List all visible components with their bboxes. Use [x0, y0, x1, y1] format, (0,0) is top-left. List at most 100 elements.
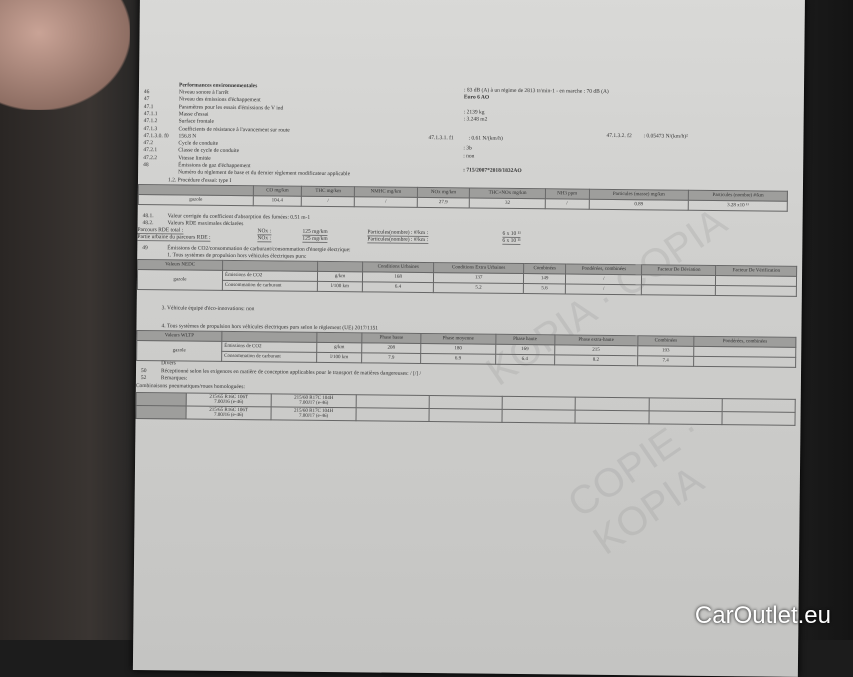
header-cell: THC mg/km: [301, 186, 355, 197]
type1-table: CO mg/km THC mg/km NMHC mg/km NOx mg/km THC+…: [138, 184, 788, 212]
cell: 3.28 x10 ¹¹: [688, 200, 788, 212]
misc-number: 52: [140, 375, 147, 382]
header-cell: Combinées: [523, 263, 566, 274]
rde-nox-val: 125 mg/km: [302, 235, 328, 243]
line-value: : 3b: [463, 145, 472, 152]
cell: 6.4: [495, 354, 555, 365]
unit-cell: l/100 km: [316, 352, 362, 363]
hand: [0, 0, 130, 110]
rde-label: Partie urbaine du parcours RDE :: [137, 233, 211, 242]
line-number: 47.1.1: [143, 110, 158, 118]
misc-number: 50: [140, 367, 147, 374]
misc-text: Combinaisons pneumatiques/roues homologu…: [135, 382, 245, 390]
line-label: Surface frontale: [178, 118, 214, 125]
cell: [715, 285, 797, 297]
line-label: Numéro du règlement de base et du dernie…: [178, 169, 351, 178]
line-number: 47.1.3: [143, 125, 158, 132]
line-label: Coefficients de résistance à l'avancemen…: [178, 125, 290, 134]
unit-cell: g/km: [317, 271, 363, 282]
line-number: 47: [143, 96, 150, 103]
line-label: 156.8 N: [178, 133, 197, 140]
unit-cell: l/100 km: [317, 281, 363, 292]
cell: 7.4: [637, 355, 694, 367]
header-cell: NMHC mg/km: [354, 186, 418, 198]
row-label: Consommation de carburant: [221, 351, 317, 363]
rde-part-val: 6 x 10 ¹¹: [502, 237, 521, 246]
line-number: 46: [143, 89, 150, 96]
nedc-table: Valeurs NEDC Conditions Urbaines Condition…: [137, 259, 797, 297]
line-number: 48: [143, 162, 149, 169]
unit-cell: g/km: [316, 342, 362, 353]
line-value: : 2139 kg: [463, 109, 485, 116]
header-cell: NH3 ppm: [545, 188, 589, 200]
cell: /: [565, 283, 642, 295]
cell: 104.4: [253, 195, 302, 207]
cell: /: [354, 196, 417, 208]
line-label: Vitesse limitée: [178, 155, 211, 162]
cell: 169: [495, 344, 555, 355]
line-number: 47.2.2: [143, 154, 158, 161]
fuel-cell: gazole: [137, 269, 223, 291]
f2-value: : 0.05473 N/(km/h)²: [643, 133, 688, 140]
line-label: Masse d'essai: [178, 111, 209, 118]
line-number: 47.1.3.0. f0: [143, 132, 169, 140]
line-label: Cycle de conduite: [178, 140, 219, 147]
watermark: COPIE · KOPIA: [560, 405, 712, 564]
line-label: Classe de cycle de conduite: [178, 147, 240, 155]
cell: 208: [361, 342, 421, 354]
line-label: Niveau des émissions d'échappement: [178, 96, 261, 104]
line-label: Émissions de gaz d'échappement: [178, 162, 251, 170]
f2-label: 47.1.3.2. f2: [606, 132, 632, 140]
tyre-a-rim: 7.00J16 (e-46): [213, 412, 244, 419]
misc-text: Réceptionné selon les exigences en matiè…: [160, 367, 422, 377]
document-page: KOPIA · COPIA COPIE · KOPIA Performances…: [132, 0, 805, 677]
line-value: : 3.248 m2: [463, 116, 488, 123]
cell: 0.89: [588, 199, 689, 211]
cell: 5.2: [433, 282, 524, 294]
wltp-table: Valeurs WLTP Phase basse Phase moyenne Phas…: [136, 330, 796, 368]
cell: 6.4: [362, 281, 434, 293]
header-cell: Phase basse: [361, 332, 422, 344]
misc-text: Remarques:: [160, 375, 188, 382]
line-value: : non: [463, 153, 475, 160]
cell: 6.9: [420, 353, 496, 365]
tyre-b-rim: 7.00J17 (e-46): [299, 400, 329, 406]
tyres-table: 215/65 R16C 106T 7.00J16 (e-46) 215/60 R17…: [136, 392, 796, 426]
type1-caption: 1.2. Procédure d'essai: type I: [167, 177, 232, 184]
rde-text: Valeurs RDE maximales déclarées: [167, 220, 244, 228]
cell: /: [545, 198, 589, 210]
line-number: 47.2: [143, 140, 154, 147]
row-label: Consommation de carburant: [222, 280, 318, 292]
tyre-b-rim: 7.00J17 (e-46): [298, 413, 329, 419]
cell: 193: [637, 345, 695, 357]
header-cell: Combinées: [637, 335, 695, 347]
cell: 8.2: [554, 354, 638, 366]
cell: 27.9: [416, 197, 470, 208]
rde-part: Particules(nombre) : #/km :: [367, 236, 429, 245]
line-value: Euro 6 AO: [463, 94, 490, 101]
cell: 32: [469, 197, 546, 209]
misc-text: Divers: [161, 360, 176, 367]
tyre-a-rim: 7.00J16 (e-46): [214, 399, 244, 406]
cell: 7.9: [361, 352, 421, 364]
line-number: 47.2.1: [143, 147, 158, 154]
cell: 149: [523, 273, 566, 284]
cell: 5.6: [523, 283, 566, 294]
f1-value: : 0.61 N/(km/h): [468, 135, 503, 142]
rde-nox: NOx :: [257, 235, 272, 243]
fuel-cell: gazole: [136, 340, 222, 362]
line-label: Paramètres pour les essais d'émissions d…: [178, 104, 284, 112]
line-number: 47.1.2: [143, 118, 158, 125]
smoke-num: 48.1.: [142, 213, 154, 220]
co2-sub3: 3. Véhicule équipé d'éco-innovations: no…: [161, 305, 255, 313]
header-cell: CO mg/km: [253, 185, 302, 197]
line-number: 47.1: [143, 103, 154, 110]
row-label: gazole: [138, 194, 254, 206]
line-value: : 83 dB (A) à un régime de 2813 tr/min-1…: [463, 87, 609, 95]
line-label: Niveau sonore à l'arrêt: [178, 89, 229, 96]
cell: [693, 356, 796, 368]
header-cell: Phase haute: [495, 334, 555, 345]
rde-num: 48.2.: [142, 220, 154, 227]
co2-num: 49: [142, 245, 148, 252]
line-value: : 715/2007*2018/1832AO: [463, 167, 522, 175]
